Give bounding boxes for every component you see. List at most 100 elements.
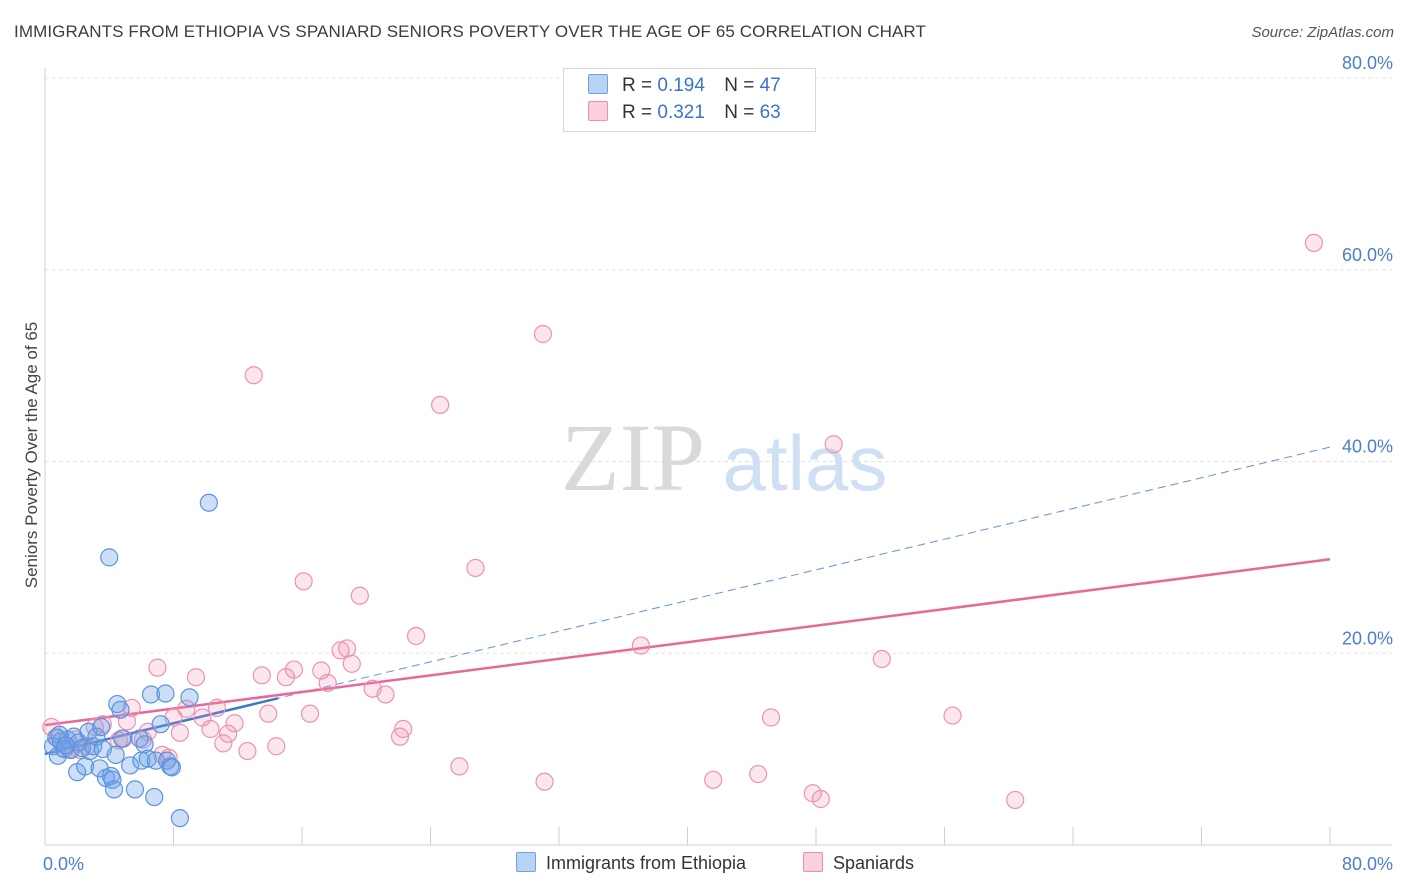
point-ethiopia [121, 756, 140, 775]
point-spaniards [761, 708, 781, 727]
point-spaniards [219, 724, 238, 743]
point-spaniards [294, 572, 313, 591]
legend-row-spaniards: R = 0.321 N = 63 [588, 101, 781, 125]
trend-line-spaniards [44, 558, 1331, 727]
legend-item-spaniards[interactable]: Spaniards [803, 852, 914, 874]
point-spaniards [238, 741, 257, 761]
point-ethiopia [125, 780, 145, 799]
y-tick-label: 80.0% [1342, 53, 1393, 73]
point-spaniards [376, 685, 395, 704]
point-spaniards [117, 712, 137, 731]
watermark: ZIP atlas [561, 404, 887, 511]
point-spaniards [342, 654, 361, 673]
point-spaniards [300, 704, 320, 723]
point-spaniards [533, 324, 553, 344]
point-spaniards [450, 757, 469, 776]
point-ethiopia [156, 684, 175, 703]
point-spaniards [1006, 790, 1025, 810]
point-ethiopia [92, 717, 111, 737]
legend-swatch-ethiopia [516, 852, 536, 872]
legend-label-ethiopia: Immigrants from Ethiopia [546, 853, 747, 873]
legend-r-label: R = [622, 102, 653, 123]
point-spaniards [704, 770, 723, 789]
point-ethiopia [161, 757, 180, 776]
point-spaniards [225, 714, 244, 733]
point-ethiopia [135, 735, 154, 754]
y-tick-label: 40.0% [1342, 437, 1393, 457]
gridlines [45, 77, 1392, 654]
point-ethiopia [56, 736, 75, 755]
point-spaniards [943, 706, 962, 725]
legend-r-value-ethiopia: 0.194 [657, 75, 705, 96]
legend-r-value-spaniards: 0.321 [657, 102, 705, 123]
y-axis-label: Seniors Poverty Over the Age of 65 [22, 321, 41, 589]
axes [44, 68, 1392, 846]
point-ethiopia [170, 809, 190, 828]
point-spaniards [1304, 233, 1324, 253]
y-tick-label: 20.0% [1342, 628, 1393, 648]
point-spaniards [824, 435, 843, 454]
legend-r-label: R = [622, 75, 653, 96]
point-spaniards [406, 626, 426, 646]
point-spaniards [214, 734, 233, 753]
point-ethiopia [108, 694, 127, 714]
point-spaniards [337, 639, 357, 658]
chart-source: Source: ZipAtlas.com [1251, 24, 1394, 41]
tick-labels: 20.0% 40.0% 60.0% 80.0% 0.0% 80.0% [43, 53, 1393, 874]
point-spaniards [331, 641, 350, 660]
point-ethiopia [199, 493, 218, 512]
point-spaniards [631, 636, 651, 655]
point-ethiopia [151, 715, 170, 734]
point-spaniards [872, 649, 891, 669]
point-spaniards [431, 395, 450, 415]
point-ethiopia [100, 548, 119, 567]
point-ethiopia [141, 685, 161, 704]
legend-row-ethiopia: R = 0.194 N = 47 [588, 74, 781, 98]
point-ethiopia [145, 787, 164, 807]
point-ethiopia [112, 729, 132, 748]
point-spaniards [244, 366, 263, 385]
correlation-legend: R = 0.194 N = 47 R = 0.321 N = 63 [563, 68, 816, 132]
point-spaniards [749, 764, 768, 784]
legend-swatch-spaniards [588, 101, 608, 121]
point-spaniards [318, 673, 337, 693]
point-ethiopia [111, 700, 130, 719]
point-spaniards [284, 660, 304, 679]
point-spaniards [201, 719, 220, 739]
point-ethiopia [180, 688, 199, 707]
point-ethiopia [130, 729, 149, 748]
point-spaniards [252, 666, 271, 685]
point-spaniards [207, 698, 226, 717]
legend-swatch-spaniards [803, 852, 823, 872]
watermark-zip: ZIP [561, 404, 705, 511]
point-spaniards [148, 658, 167, 677]
legend-n-label: N = [724, 75, 755, 96]
point-spaniards [466, 558, 485, 578]
x-tick-label: 80.0% [1342, 854, 1393, 874]
chart-title: IMMIGRANTS FROM ETHIOPIA VS SPANIARD SEN… [14, 22, 926, 41]
x-tick-label: 0.0% [43, 854, 84, 874]
legend-n-label: N = [724, 102, 755, 123]
point-spaniards [394, 719, 413, 739]
point-spaniards [267, 737, 286, 756]
point-ethiopia [104, 780, 124, 799]
series-legend: Immigrants from Ethiopia Spaniards [0, 852, 1406, 878]
legend-swatch-ethiopia [588, 74, 608, 94]
watermark-atlas: atlas [723, 419, 888, 507]
y-tick-label: 60.0% [1342, 245, 1393, 265]
data-points [42, 233, 1324, 828]
point-spaniards [186, 668, 206, 687]
point-ethiopia [50, 725, 69, 744]
legend-item-ethiopia[interactable]: Immigrants from Ethiopia [516, 852, 746, 874]
legend-n-value-spaniards: 63 [759, 102, 781, 123]
legend-label-spaniards: Spaniards [833, 853, 915, 873]
point-ethiopia [106, 745, 125, 764]
point-spaniards [122, 698, 141, 717]
point-spaniards [350, 586, 369, 605]
point-spaniards [177, 699, 196, 718]
legend-n-value-ethiopia: 47 [759, 75, 781, 96]
point-spaniards [259, 704, 278, 723]
point-spaniards [170, 723, 190, 742]
point-spaniards [535, 772, 554, 791]
